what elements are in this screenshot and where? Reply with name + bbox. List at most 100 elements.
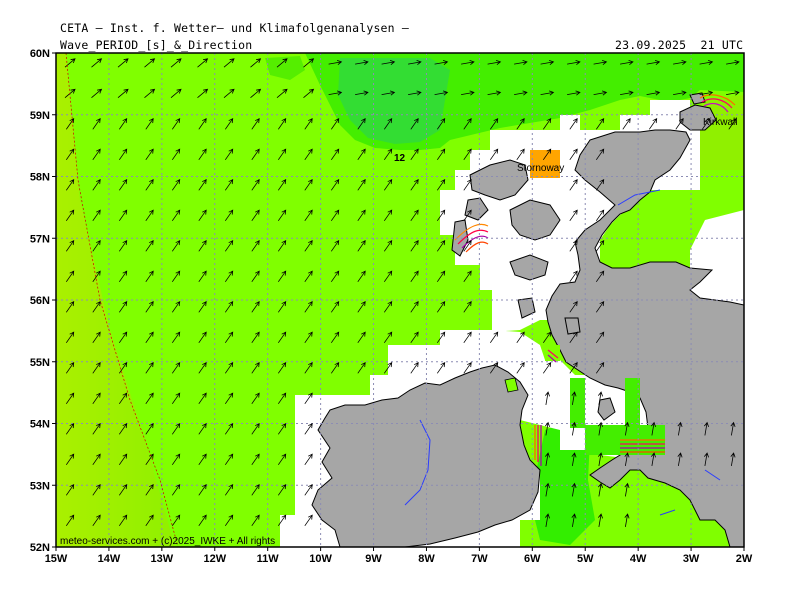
direction-arrow: [171, 209, 181, 222]
direction-arrow: [410, 148, 419, 161]
direction-arrow: [198, 118, 207, 130]
direction-arrow: [65, 240, 75, 252]
direction-arrow: [544, 513, 550, 527]
direction-arrow: [145, 209, 154, 222]
direction-arrow: [461, 60, 475, 66]
direction-arrow: [357, 148, 366, 161]
direction-arrow: [542, 148, 552, 161]
direction-arrow: [92, 148, 101, 161]
direction-arrow: [92, 392, 101, 405]
stornoway-patch: [530, 150, 560, 178]
sea-field-north-core: [338, 58, 450, 144]
direction-arrow: [145, 362, 154, 374]
direction-arrow: [330, 270, 340, 283]
direction-arrow: [567, 90, 581, 96]
lon-label: 5W: [577, 553, 594, 565]
direction-arrow: [171, 392, 181, 405]
direction-arrow: [304, 331, 313, 344]
direction-arrow: [145, 331, 154, 344]
direction-arrow: [463, 270, 472, 283]
lon-label: 10W: [309, 553, 332, 565]
direction-arrow: [145, 118, 154, 130]
direction-arrow: [224, 209, 234, 222]
land-isle-of-man: [597, 397, 616, 421]
direction-arrow: [65, 118, 75, 130]
direction-arrow: [436, 118, 446, 130]
direction-arrow: [622, 118, 631, 130]
direction-arrow: [118, 179, 128, 191]
direction-arrow: [277, 362, 287, 374]
direction-arrow: [357, 240, 366, 252]
footer-credit: meteo-services.com + (c)2025_IWKE + All …: [60, 536, 275, 547]
direction-arrow: [198, 392, 207, 405]
direction-arrow: [198, 423, 207, 435]
direction-arrow: [730, 452, 736, 466]
direction-arrow: [544, 391, 550, 405]
direction-arrow: [277, 270, 287, 283]
direction-arrow: [381, 90, 396, 96]
land-arran: [564, 317, 581, 335]
direction-arrow: [646, 90, 661, 96]
direction-arrow: [593, 90, 608, 96]
direction-arrow: [703, 421, 709, 436]
patch-irish-sea-1: [570, 378, 585, 428]
direction-arrow: [250, 58, 262, 68]
direction-arrow: [118, 240, 128, 252]
direction-arrow: [571, 421, 577, 436]
direction-arrow: [408, 90, 422, 96]
direction-arrow: [224, 301, 234, 313]
direction-arrow: [544, 482, 550, 497]
direction-arrow: [487, 90, 502, 96]
lon-label: 14W: [98, 553, 121, 565]
lat-label: 54N: [30, 419, 50, 431]
land: [311, 92, 744, 547]
direction-arrow: [277, 484, 287, 496]
direction-arrow: [65, 148, 75, 161]
direction-arrow: [171, 484, 181, 496]
direction-arrow: [304, 362, 313, 374]
direction-arrow: [65, 301, 75, 313]
direction-arrow: [436, 179, 446, 191]
direction-arrow: [540, 90, 555, 96]
direction-arrow: [171, 423, 181, 435]
direction-arrow: [304, 148, 313, 161]
direction-arrow: [410, 331, 419, 344]
direction-arrow: [65, 423, 75, 435]
direction-arrow: [569, 301, 578, 313]
direction-arrow: [92, 301, 101, 313]
direction-arrow: [357, 209, 366, 222]
direction-arrow: [92, 484, 101, 496]
direction-arrow: [304, 423, 313, 435]
direction-arrow: [171, 301, 181, 313]
land-skye: [509, 199, 561, 241]
lat-label: 58N: [30, 172, 50, 184]
direction-arrow: [145, 270, 154, 283]
direction-arrow: [118, 453, 128, 466]
direction-arrow: [145, 148, 154, 161]
direction-arrow: [595, 240, 605, 252]
direction-arrow: [624, 452, 630, 466]
direction-arrow: [569, 209, 578, 222]
direction-arrow: [357, 179, 366, 191]
lon-label: 13W: [151, 553, 174, 565]
direction-arrow: [569, 179, 578, 191]
direction-arrow: [328, 90, 343, 96]
direction-arrow: [624, 513, 630, 527]
contour-label-12: 12: [394, 153, 406, 164]
direction-arrow: [224, 240, 234, 252]
direction-arrow: [357, 270, 366, 283]
direction-arrow: [595, 331, 605, 344]
direction-arrow: [357, 331, 366, 344]
land-mull: [509, 254, 549, 281]
direction-arrow: [304, 209, 313, 222]
direction-arrow: [624, 421, 630, 436]
direction-arrow: [224, 484, 234, 496]
direction-arrow: [593, 60, 608, 66]
direction-arrow: [65, 392, 75, 405]
direction-arrow: [355, 60, 369, 66]
lat-label: 52N: [30, 542, 50, 554]
direction-arrow: [383, 301, 393, 313]
direction-arrow: [646, 60, 661, 66]
direction-arrow: [699, 90, 714, 96]
direction-arrow: [410, 362, 419, 374]
